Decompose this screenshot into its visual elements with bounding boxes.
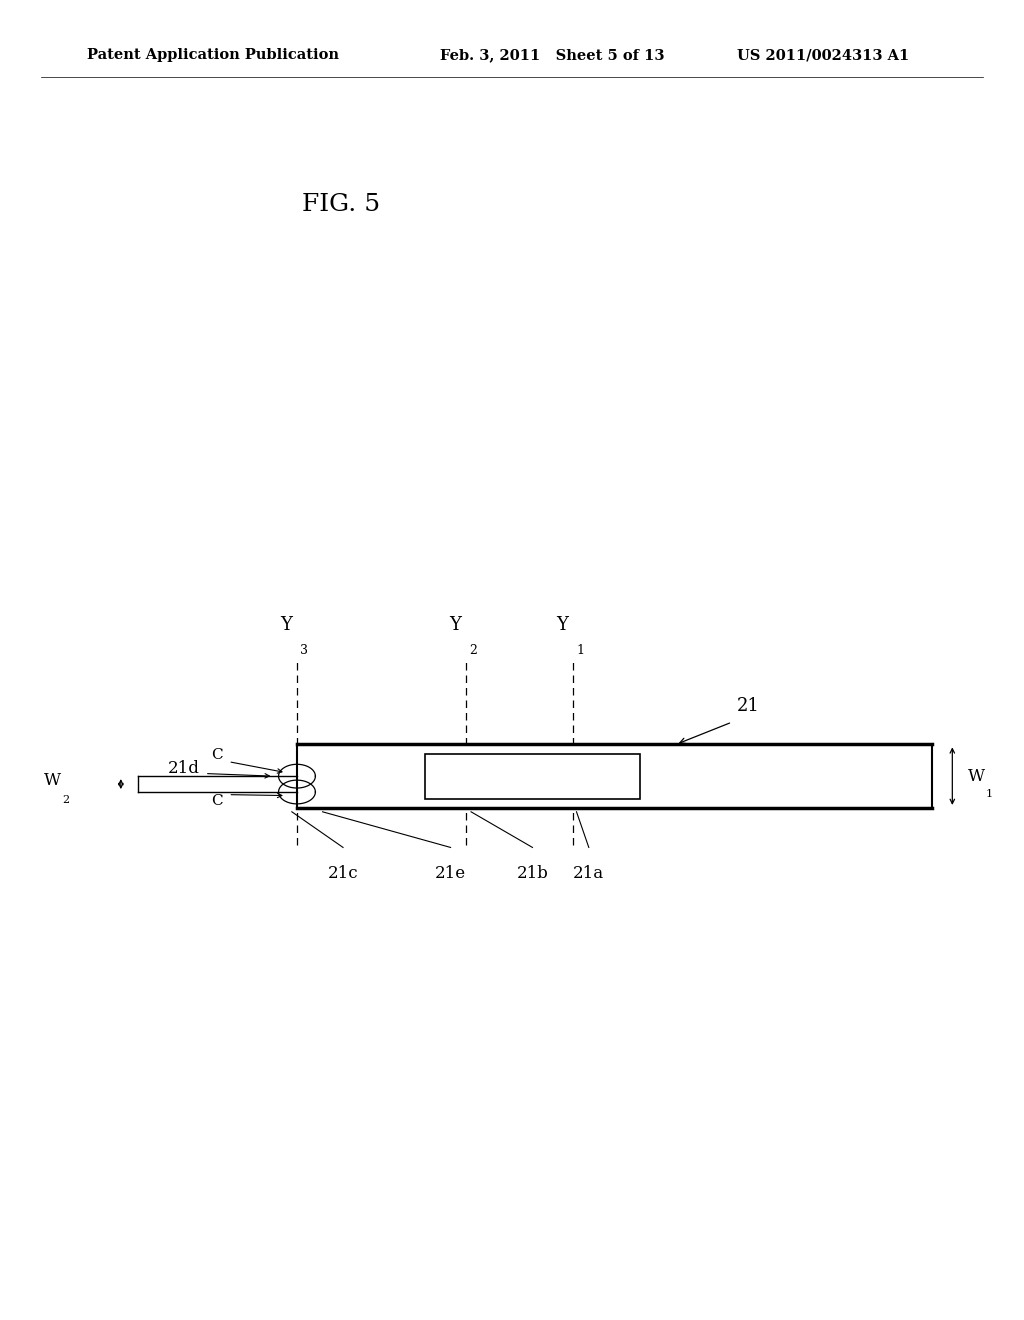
Text: 21: 21 (737, 697, 760, 715)
Text: W: W (968, 768, 985, 784)
Text: Patent Application Publication: Patent Application Publication (87, 49, 339, 62)
Text: Y: Y (280, 615, 292, 634)
Text: 21b: 21b (516, 865, 549, 882)
Text: Feb. 3, 2011   Sheet 5 of 13: Feb. 3, 2011 Sheet 5 of 13 (440, 49, 665, 62)
Text: 1: 1 (577, 644, 585, 657)
Text: 21e: 21e (435, 865, 466, 882)
Text: 2: 2 (469, 644, 477, 657)
Text: 2: 2 (62, 795, 70, 805)
Text: 21c: 21c (328, 865, 358, 882)
Text: US 2011/0024313 A1: US 2011/0024313 A1 (737, 49, 909, 62)
Bar (425, 754, 640, 799)
Bar (138, 776, 297, 792)
Text: 21d: 21d (168, 760, 200, 776)
Text: W: W (44, 772, 61, 788)
Text: Y: Y (449, 615, 461, 634)
Text: C: C (212, 795, 223, 808)
Text: C: C (212, 748, 223, 762)
Bar (297, 744, 932, 808)
Text: 21a: 21a (573, 865, 604, 882)
Text: FIG. 5: FIG. 5 (302, 193, 380, 216)
Text: Y: Y (556, 615, 568, 634)
Text: 1: 1 (986, 789, 993, 800)
Text: 3: 3 (300, 644, 308, 657)
